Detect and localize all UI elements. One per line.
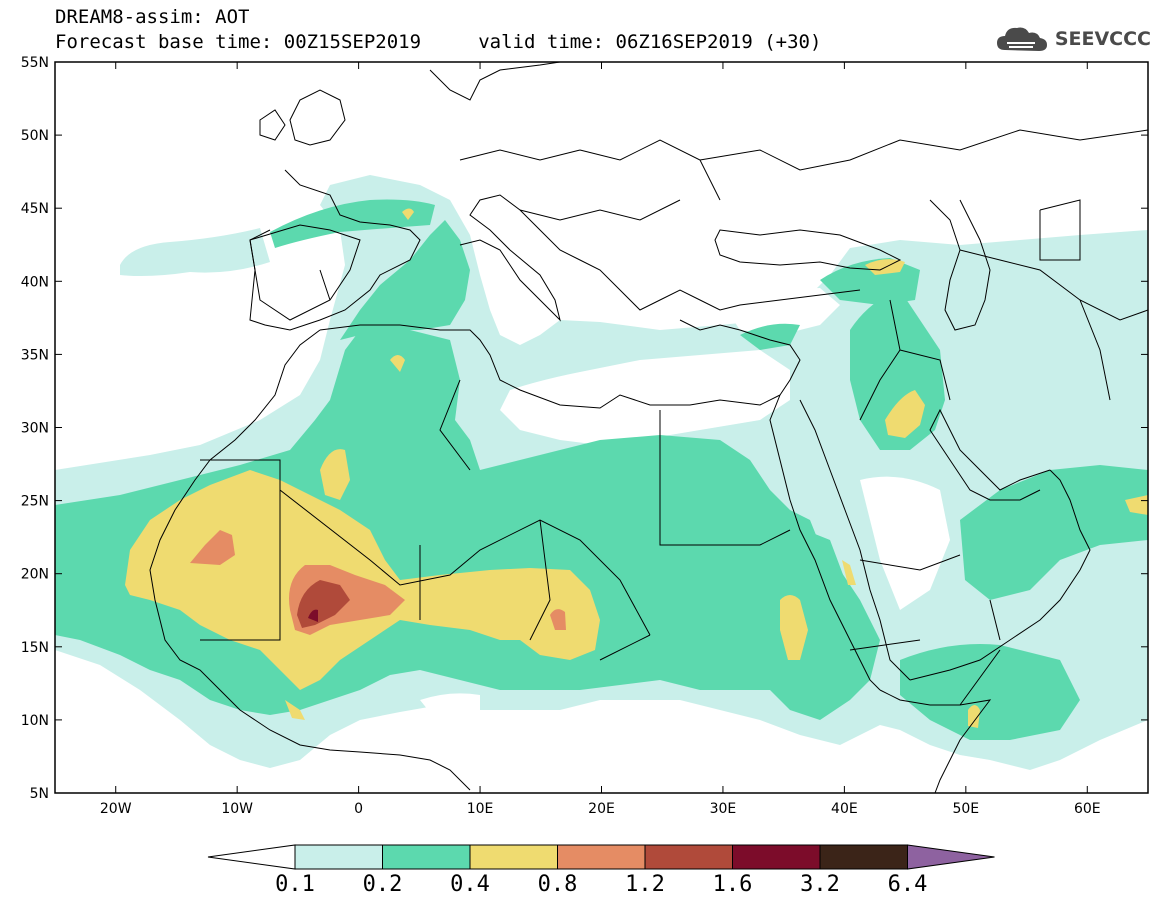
forecast-time-line: Forecast base time: 00Z15SEP2019 valid t… — [55, 31, 822, 53]
aot-0.2-gulf-arabian-sea — [960, 465, 1148, 600]
colorbar-segment — [644, 844, 733, 870]
lat-tick-label: 10N — [21, 713, 49, 729]
lon-tick-label: 0 — [354, 801, 363, 817]
lat-tick-label: 45N — [21, 201, 49, 217]
colorbar-label: 6.4 — [888, 872, 928, 897]
colorbar-segment — [732, 844, 821, 870]
iberia-outline — [249, 224, 361, 321]
colorbar-segment — [469, 844, 558, 870]
aot-0.4-west-africa-coast — [285, 700, 305, 720]
colorbar-segment — [294, 844, 383, 870]
colorbar-label: 1.2 — [625, 872, 665, 897]
arabia-west-coast — [799, 399, 911, 681]
lon-tick-label: 50E — [952, 801, 979, 817]
arabia-south-coast — [909, 469, 1091, 681]
aot-0.4-red-sea-coast — [842, 560, 856, 585]
lon-tick-label: 60E — [1074, 801, 1101, 817]
aot-0.4-morocco — [390, 355, 405, 372]
aot-0.4-iraq — [885, 390, 925, 438]
aot-contours — [55, 175, 1148, 770]
persian-gulf-coast — [929, 408, 1051, 501]
aot-1.6-core — [308, 609, 318, 622]
colorbar-label: 0.8 — [538, 872, 578, 897]
lat-tick-label: 55N — [21, 55, 49, 71]
colorbar-over-arrow — [907, 844, 995, 870]
aot-0.8-mauritania-spot — [190, 530, 235, 565]
scandinavia-coast — [429, 62, 561, 101]
seevccc-logo: SEEVCCC — [995, 22, 1151, 56]
aot-level-1.6 — [308, 609, 318, 622]
levant-coast — [679, 319, 801, 396]
lon-tick-label: 10W — [221, 801, 253, 817]
aot-0.2-red-sea — [805, 530, 850, 650]
lat-tick-label: 20N — [21, 567, 49, 583]
lat-tick-label: 40N — [21, 274, 49, 290]
clear-sky-libya — [500, 350, 790, 445]
british-isles-coast — [259, 89, 346, 146]
colorbar-label: 0.4 — [450, 872, 490, 897]
aot-0.1-east-extension — [1090, 393, 1148, 470]
aot-0.2-iberia-plume — [340, 220, 470, 340]
lat-tick-label: 30N — [21, 421, 49, 437]
africa-west-coast — [149, 329, 471, 791]
horn-of-africa-coast — [879, 689, 992, 793]
aot-0.4-arabian-sea-coast — [1125, 495, 1148, 515]
colorbar-label: 0.1 — [275, 872, 315, 897]
colorbar-under-arrow — [207, 844, 296, 870]
aot-colorbar: 0.1 0.2 0.4 0.8 1.2 1.6 3.2 6.4 — [207, 844, 995, 897]
clear-sky-africa-south — [420, 693, 480, 725]
aot-0.4-somalia — [968, 705, 980, 728]
lon-tick-label: 30E — [710, 801, 737, 817]
lat-tick-label: 50N — [21, 128, 49, 144]
logo-text: SEEVCCC — [1054, 28, 1151, 50]
aot-0.4-east-sudan — [780, 595, 808, 660]
aot-0.2-biscay — [270, 199, 435, 248]
lon-tick-label: 20W — [100, 801, 132, 817]
clear-sky-anatolia — [720, 288, 840, 335]
country-borders — [200, 129, 1148, 706]
colorbar-segment — [557, 844, 646, 870]
north-african-med-coast — [319, 324, 781, 409]
coastlines-borders — [149, 62, 1148, 793]
aot-0.1-atlantic-tongue — [120, 228, 270, 276]
europe-atlantic-coast — [249, 169, 421, 331]
red-sea-west-coast — [769, 394, 881, 691]
aot-0.8-chad-spot — [550, 609, 566, 630]
aot-0.4-algeria-spot — [320, 449, 350, 500]
black-sea-coast — [714, 229, 902, 271]
colorbar-label: 3.2 — [800, 872, 840, 897]
colorbar-segment — [819, 844, 908, 870]
lon-tick-label: 10E — [467, 801, 494, 817]
aot-0.2-horn-of-africa — [900, 644, 1080, 740]
lat-tick-label: 15N — [21, 640, 49, 656]
lon-tick-label: 40E — [831, 801, 858, 817]
caspian-sea-coast — [929, 199, 991, 331]
lat-tick-label: 25N — [21, 494, 49, 510]
colorbar-label: 0.2 — [363, 872, 403, 897]
lat-tick-label: 5N — [30, 786, 49, 802]
lat-tick-label: 35N — [21, 347, 49, 363]
colorbar-segment — [382, 844, 471, 870]
clear-sky-arabia — [860, 476, 950, 610]
latitude-axis: 55N 50N 45N 40N 35N 30N 25N 20N 15N 10N 5N — [21, 55, 1148, 802]
aot-below-0.1-areas — [420, 288, 950, 725]
aot-0.4-bay-of-biscay — [402, 208, 414, 220]
map-title: DREAM8-assim: AOT — [55, 6, 250, 28]
colorbar-label: 1.6 — [713, 872, 753, 897]
longitude-axis: 20W 10W 0 10E 20E 30E 40E 50E 60E — [100, 62, 1101, 817]
lon-tick-label: 20E — [588, 801, 615, 817]
italy-balkans-coast — [459, 194, 861, 322]
cloud-icon — [996, 27, 1047, 51]
